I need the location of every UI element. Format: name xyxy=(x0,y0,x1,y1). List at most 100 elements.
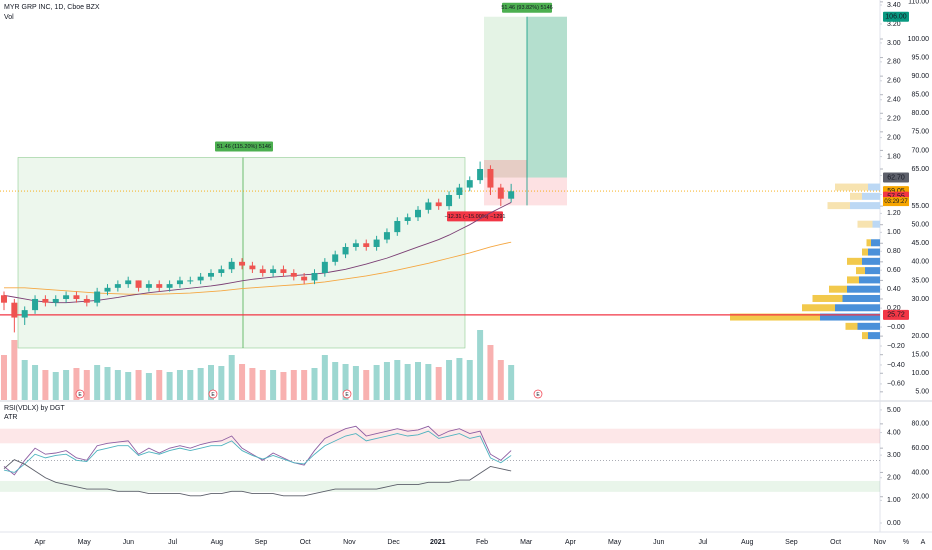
volume-bar xyxy=(197,368,204,400)
countdown: 03:29:27 xyxy=(884,199,908,205)
profile-up xyxy=(872,220,880,228)
y-tick-label: 15.00 xyxy=(911,352,929,359)
candle-body xyxy=(135,280,142,288)
event-label: E xyxy=(536,392,540,398)
y2-tick-label: 0.20 xyxy=(887,305,901,312)
event-marker xyxy=(75,389,85,399)
y2-tick-label: 2.00 xyxy=(887,134,901,141)
indicator-title: RSI(VDLX) by DGT xyxy=(4,405,65,412)
profile-down xyxy=(856,267,865,275)
y2-tick-label: −0.40 xyxy=(887,362,905,369)
y2-tick-label: 0.40 xyxy=(887,286,901,293)
candle-body xyxy=(239,261,246,266)
candle-body xyxy=(383,232,390,240)
volume-bar xyxy=(228,355,235,400)
atr-tick-label: 2.00 xyxy=(887,475,901,482)
x-tick-label: Aug xyxy=(741,539,754,546)
y2-tick-label: 3.40 xyxy=(887,2,901,9)
position-target-active xyxy=(527,16,567,178)
y2-tick-label: 1.80 xyxy=(887,153,901,160)
y2-tick-label: 2.80 xyxy=(887,59,901,66)
profile-down xyxy=(730,313,820,321)
profile-down xyxy=(862,248,868,256)
y-tick-label: 50.00 xyxy=(911,222,929,229)
y-tick-label: 45.00 xyxy=(911,240,929,247)
profile-up xyxy=(850,202,880,210)
volume-bar xyxy=(176,370,183,400)
position-range xyxy=(17,157,466,349)
volume-bar xyxy=(321,355,328,400)
atr-line xyxy=(3,459,512,497)
candle-body xyxy=(125,280,132,285)
volume-bar xyxy=(11,340,18,400)
candle-body xyxy=(415,209,421,218)
candle-body xyxy=(435,202,442,207)
candle-body xyxy=(373,239,380,247)
candle-body xyxy=(94,291,101,303)
candle-body xyxy=(466,180,473,188)
volume-bar xyxy=(156,370,163,400)
position-label-box xyxy=(502,2,552,13)
volume-bar xyxy=(352,366,359,400)
position-label: 51.46 (115.20%) 5146 xyxy=(217,144,271,150)
event-marker xyxy=(208,389,218,399)
volume-bar xyxy=(83,370,90,400)
candle-body xyxy=(52,298,59,303)
x-tick-label: Jul xyxy=(699,539,708,546)
candle-body xyxy=(187,280,194,282)
atr-tick-label: 0.00 xyxy=(887,520,901,527)
candle-body xyxy=(270,269,277,273)
position-label-box xyxy=(215,141,273,152)
candle-body xyxy=(21,310,28,318)
candle-body xyxy=(145,284,152,288)
volume-bar xyxy=(259,370,266,400)
position-label: 51.46 (93.82%) 5146 xyxy=(501,5,552,11)
candle-body xyxy=(497,187,504,199)
x-tick-label: Jun xyxy=(123,539,134,546)
candle-body xyxy=(301,276,308,281)
y-tick-label: 85.00 xyxy=(911,92,929,99)
profile-down xyxy=(835,183,868,191)
x-tick-label: Jul xyxy=(168,539,177,546)
profile-up xyxy=(865,267,880,275)
profile-down xyxy=(857,220,873,228)
candle-body xyxy=(208,272,214,277)
candle-body xyxy=(114,284,121,288)
candle-body xyxy=(425,202,432,210)
volume-bar xyxy=(290,370,297,400)
volume-bar xyxy=(187,370,194,400)
candle-body xyxy=(63,295,70,299)
y2-tick-label: 3.20 xyxy=(887,21,901,28)
profile-up xyxy=(871,239,880,247)
x-tick-label: May xyxy=(78,539,92,546)
rsi-tick-label: 20.00 xyxy=(911,494,929,501)
y-tick-label: 65.00 xyxy=(911,166,929,173)
y-tick-label: 100.00 xyxy=(908,36,930,43)
volume-bar xyxy=(415,362,421,400)
volume-bar xyxy=(135,370,142,400)
event-label: E xyxy=(78,392,82,398)
atr-tick-label: 3.00 xyxy=(887,452,901,459)
position-stop-active xyxy=(484,160,527,178)
rsi-band xyxy=(0,428,880,444)
candle-body xyxy=(342,246,349,255)
y2-tick-label: 3.00 xyxy=(887,40,901,47)
scale-button[interactable]: % xyxy=(903,539,909,546)
y-tick-label: 75.00 xyxy=(911,129,929,136)
candle-body xyxy=(156,284,163,288)
volume-bar xyxy=(425,364,432,400)
candle-body xyxy=(487,168,494,188)
candle-body xyxy=(104,287,111,292)
scale-button[interactable]: A xyxy=(921,539,926,546)
rsi-band xyxy=(0,480,880,492)
volume-bar xyxy=(145,373,152,400)
x-tick-label: Oct xyxy=(300,539,311,546)
volume-bar xyxy=(63,370,70,400)
volume-bar xyxy=(332,362,339,400)
candle-body xyxy=(259,269,266,273)
y-tick-label: 5.00 xyxy=(915,389,929,396)
volume-bar xyxy=(239,364,246,400)
event-label: E xyxy=(345,392,349,398)
candle-body xyxy=(32,298,39,311)
